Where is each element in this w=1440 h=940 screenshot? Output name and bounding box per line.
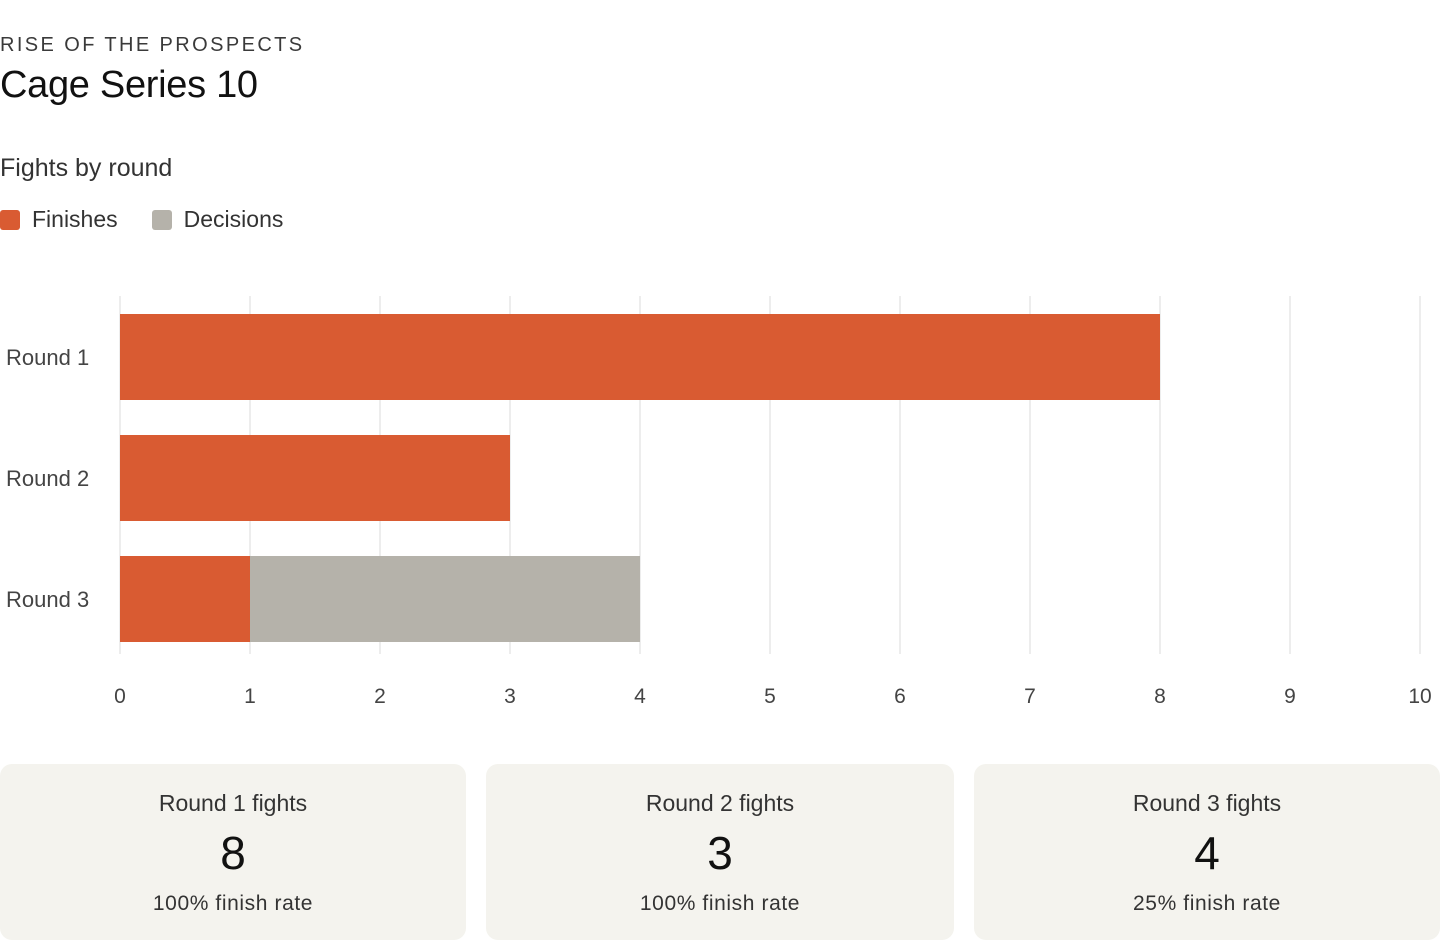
x-tick-label: 4	[634, 685, 646, 708]
x-tick-label: 0	[114, 685, 126, 708]
chart-title: Fights by round	[0, 154, 173, 182]
card-label: Round 3 fights	[1132, 790, 1282, 816]
x-tick-label: 6	[894, 685, 906, 708]
bar-finishes-round-3	[120, 556, 250, 642]
card-label: Round 1 fights	[158, 790, 308, 816]
x-tick-label: 8	[1154, 685, 1166, 708]
legend-label-decisions: Decisions	[183, 206, 284, 232]
legend-item-decisions: Decisions	[151, 206, 284, 233]
bar-chart: 0 1 2 3 4 5 6 7 8 9 10 Round 1 Round 2 Round 3	[6, 296, 1432, 708]
x-tick-label: 1	[244, 685, 256, 708]
legend: Finishes Decisions	[0, 206, 317, 233]
x-tick-label: 2	[374, 685, 386, 708]
y-category-label: Round 1	[6, 345, 89, 370]
y-category-label: Round 2	[6, 466, 89, 491]
card-value: 3	[707, 827, 733, 879]
summary-card-round-1: Round 1 fights 8 100% finish rate	[0, 764, 466, 940]
card-value: 8	[220, 827, 246, 879]
x-tick-label: 10	[1408, 685, 1431, 708]
card-label: Round 2 fights	[645, 790, 795, 816]
x-tick-label: 5	[764, 685, 776, 708]
legend-swatch-decisions	[151, 209, 172, 230]
card-subtext: 25% finish rate	[1133, 892, 1281, 915]
bar-finishes-round-2	[120, 435, 510, 521]
eyebrow-label: RISE OF THE PROSPECTS	[0, 34, 305, 56]
bar-decisions-round-3	[250, 556, 640, 642]
legend-swatch-finishes	[0, 209, 20, 230]
card-value: 4	[1194, 827, 1220, 879]
card-subtext: 100% finish rate	[152, 892, 314, 915]
x-tick-label: 9	[1284, 685, 1296, 708]
summary-card-round-2: Round 2 fights 3 100% finish rate	[486, 764, 954, 940]
legend-label-finishes: Finishes	[32, 206, 118, 232]
summary-card-round-3: Round 3 fights 4 25% finish rate	[974, 764, 1440, 940]
x-tick-label: 7	[1024, 685, 1036, 708]
bar-finishes-round-1	[120, 314, 1160, 400]
summary-cards: Round 1 fights 8 100% finish rate Round …	[0, 764, 1440, 940]
y-category-label: Round 3	[6, 587, 89, 612]
legend-item-finishes: Finishes	[0, 206, 118, 233]
page-title: Cage Series 10	[0, 64, 258, 106]
card-subtext: 100% finish rate	[639, 892, 801, 915]
x-tick-label: 3	[504, 685, 516, 708]
